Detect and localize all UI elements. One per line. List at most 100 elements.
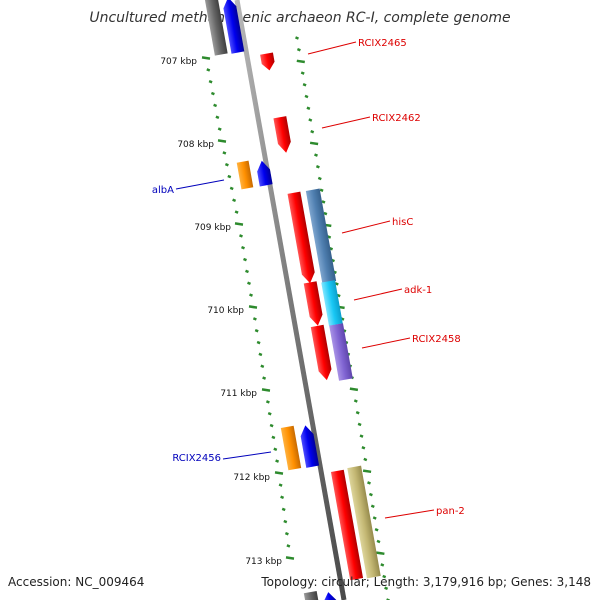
gene-block-orange-2[interactable]: [280, 425, 302, 471]
left-minor-tick: [283, 519, 288, 524]
right-minor-tick: [370, 504, 375, 509]
gene-label-rcix2465[interactable]: RCIX2465: [358, 38, 407, 49]
kbp-tick-labels: 707 kbp 708 kbp 709 kbp 710 kbp 711 kbp …: [160, 57, 282, 567]
right-minor-tick: [295, 36, 299, 40]
left-minor-tick: [258, 352, 263, 357]
gene-block-orange-1[interactable]: [236, 160, 254, 190]
left-minor-tick: [281, 507, 286, 512]
gene-label-pan-2[interactable]: pan-2: [436, 506, 465, 517]
left-minor-tick: [222, 151, 227, 155]
left-major-tick: [201, 56, 211, 60]
gene-block-rcix2456[interactable]: [299, 424, 320, 468]
right-minor-tick: [382, 574, 387, 579]
left-minor-tick: [247, 281, 251, 286]
gene-block-adk-1[interactable]: [321, 280, 343, 326]
left-minor-tick: [243, 257, 247, 262]
accession-text: Accession: NC_009464: [8, 575, 144, 589]
left-minor-tick: [239, 234, 243, 238]
right-minor-tick: [374, 527, 379, 532]
left-minor-tick: [267, 411, 272, 416]
left-minor-tick: [227, 174, 232, 179]
right-minor-tick: [323, 211, 328, 216]
gene-block-pan-2[interactable]: [347, 465, 381, 579]
left-minor-tick: [215, 115, 220, 120]
leader-rcix2462: [321, 116, 371, 129]
right-minor-tick: [363, 457, 368, 462]
gene-label-rcix2456[interactable]: RCIX2456: [172, 453, 221, 464]
right-minor-tick: [302, 83, 307, 87]
right-minor-tick: [306, 106, 311, 110]
right-minor-tick: [296, 47, 301, 52]
leader-alba: [175, 179, 225, 190]
right-minor-tick: [308, 118, 313, 122]
gene-label-adk-1[interactable]: adk-1: [404, 285, 432, 296]
gene-label-rcix2458[interactable]: RCIX2458: [412, 334, 461, 345]
right-minor-tick: [367, 481, 371, 485]
right-minor-tick: [310, 129, 315, 134]
gene-label-hisc[interactable]: hisC: [392, 217, 413, 228]
right-minor-tick: [300, 71, 305, 75]
gene-features: [204, 0, 381, 600]
right-minor-tick: [384, 586, 389, 591]
right-minor-tick: [314, 153, 318, 157]
right-minor-tick: [357, 422, 362, 427]
gene-block-gray-top[interactable]: [204, 0, 228, 56]
right-minor-tick: [315, 165, 320, 169]
gene-block-blue-top[interactable]: [222, 0, 245, 54]
kbp-label-710: 710 kbp: [207, 306, 244, 316]
kbp-label-709: 709 kbp: [194, 223, 231, 233]
kbp-label-707: 707 kbp: [160, 57, 197, 67]
left-major-tick: [261, 388, 271, 392]
right-minor-tick: [380, 563, 385, 567]
gene-block-red-pan[interactable]: [330, 469, 364, 581]
right-minor-tick: [372, 516, 377, 520]
right-minor-tick: [361, 446, 366, 450]
kbp-label-713: 713 kbp: [245, 557, 282, 567]
leader-rcix2465: [307, 41, 357, 55]
genome-backbone: [234, 0, 347, 600]
kbp-label-708: 708 kbp: [177, 140, 214, 150]
left-minor-tick: [280, 495, 285, 500]
gene-block-rcix2458[interactable]: [329, 323, 353, 381]
kbp-label-711: 711 kbp: [220, 389, 257, 399]
left-minor-tick: [224, 162, 229, 167]
gene-block-gray-bottom[interactable]: [303, 591, 321, 600]
leader-adk-1: [353, 288, 403, 301]
left-minor-tick: [234, 210, 239, 214]
left-minor-tick: [249, 293, 253, 297]
left-minor-tick: [273, 447, 278, 452]
left-minor-tick: [208, 79, 213, 84]
gene-label-alba[interactable]: albA: [152, 185, 174, 196]
right-minor-tick: [376, 539, 381, 544]
gene-block-red-rcix2458[interactable]: [310, 324, 333, 381]
gene-block-rcix2462[interactable]: [273, 116, 292, 154]
left-minor-tick: [213, 103, 218, 108]
left-major-tick: [217, 139, 227, 143]
left-minor-tick: [210, 91, 215, 96]
gene-labels: RCIX2465 RCIX2462 albA hisC adk-1 RCIX24…: [152, 38, 465, 517]
left-minor-tick: [262, 376, 267, 380]
gene-block-blue-bottom[interactable]: [322, 591, 339, 600]
gene-label-rcix2462[interactable]: RCIX2462: [372, 113, 421, 124]
topology-text: Topology: circular; Length: 3,179,916 bp…: [260, 575, 591, 589]
leader-rcix2458: [361, 337, 411, 349]
gene-block-red-hisc[interactable]: [287, 191, 317, 285]
left-major-tick: [274, 471, 284, 475]
leader-pan-2: [384, 509, 435, 519]
left-minor-tick: [284, 531, 289, 536]
gene-block-red-adk[interactable]: [303, 281, 325, 327]
left-minor-tick: [260, 364, 265, 369]
kbp-label-712: 712 kbp: [233, 473, 270, 483]
gene-block-hisc[interactable]: [305, 188, 337, 284]
left-minor-tick: [265, 400, 270, 404]
left-minor-tick: [271, 435, 276, 440]
gene-block-alba[interactable]: [255, 160, 273, 187]
left-minor-tick: [206, 68, 211, 72]
left-minor-tick: [254, 328, 259, 333]
right-major-tick: [309, 141, 319, 146]
left-minor-tick: [241, 245, 245, 250]
right-major-tick: [362, 469, 372, 474]
gene-block-rcix2465[interactable]: [260, 52, 276, 71]
